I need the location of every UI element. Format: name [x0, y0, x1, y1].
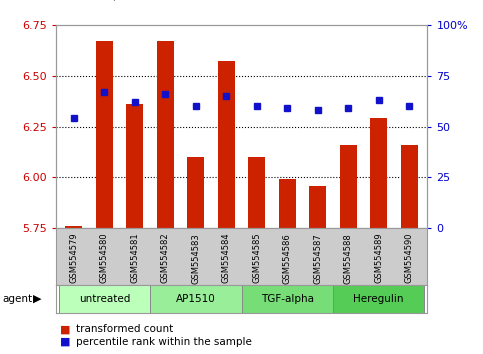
Text: GSM554579: GSM554579 [70, 233, 78, 284]
Text: ■: ■ [60, 324, 71, 334]
Bar [127, 104, 143, 228]
Text: GSM554582: GSM554582 [161, 233, 170, 284]
Bar [340, 145, 356, 228]
Text: GSM554584: GSM554584 [222, 233, 231, 284]
Bar [187, 157, 204, 228]
Text: GSM554580: GSM554580 [100, 233, 109, 284]
Text: ■: ■ [60, 337, 71, 347]
Text: GSM554587: GSM554587 [313, 233, 322, 284]
Text: GSM554588: GSM554588 [344, 233, 353, 284]
Text: agent: agent [2, 294, 32, 304]
Bar [58, 285, 150, 313]
Bar [333, 285, 425, 313]
Bar [248, 157, 265, 228]
Bar [309, 185, 326, 228]
Text: ▶: ▶ [33, 294, 42, 304]
Bar [401, 145, 417, 228]
Bar [66, 226, 82, 228]
Bar [242, 285, 333, 313]
Text: GSM554585: GSM554585 [252, 233, 261, 284]
Text: GSM554583: GSM554583 [191, 233, 200, 284]
Bar [370, 118, 387, 228]
Text: TGF-alpha: TGF-alpha [261, 294, 314, 304]
Bar [96, 41, 113, 228]
Text: GSM554589: GSM554589 [374, 233, 383, 284]
Text: GSM554590: GSM554590 [405, 233, 413, 283]
Text: GSM554581: GSM554581 [130, 233, 139, 284]
Text: untreated: untreated [79, 294, 130, 304]
Bar [150, 285, 242, 313]
Text: percentile rank within the sample: percentile rank within the sample [76, 337, 252, 347]
Text: transformed count: transformed count [76, 324, 173, 334]
Bar [279, 179, 296, 228]
Text: Heregulin: Heregulin [354, 294, 404, 304]
Text: AP1510: AP1510 [176, 294, 215, 304]
Text: GSM554586: GSM554586 [283, 233, 292, 284]
Text: GDS4361 / 8005657: GDS4361 / 8005657 [51, 0, 178, 2]
Bar [157, 41, 174, 228]
Bar [218, 61, 235, 228]
